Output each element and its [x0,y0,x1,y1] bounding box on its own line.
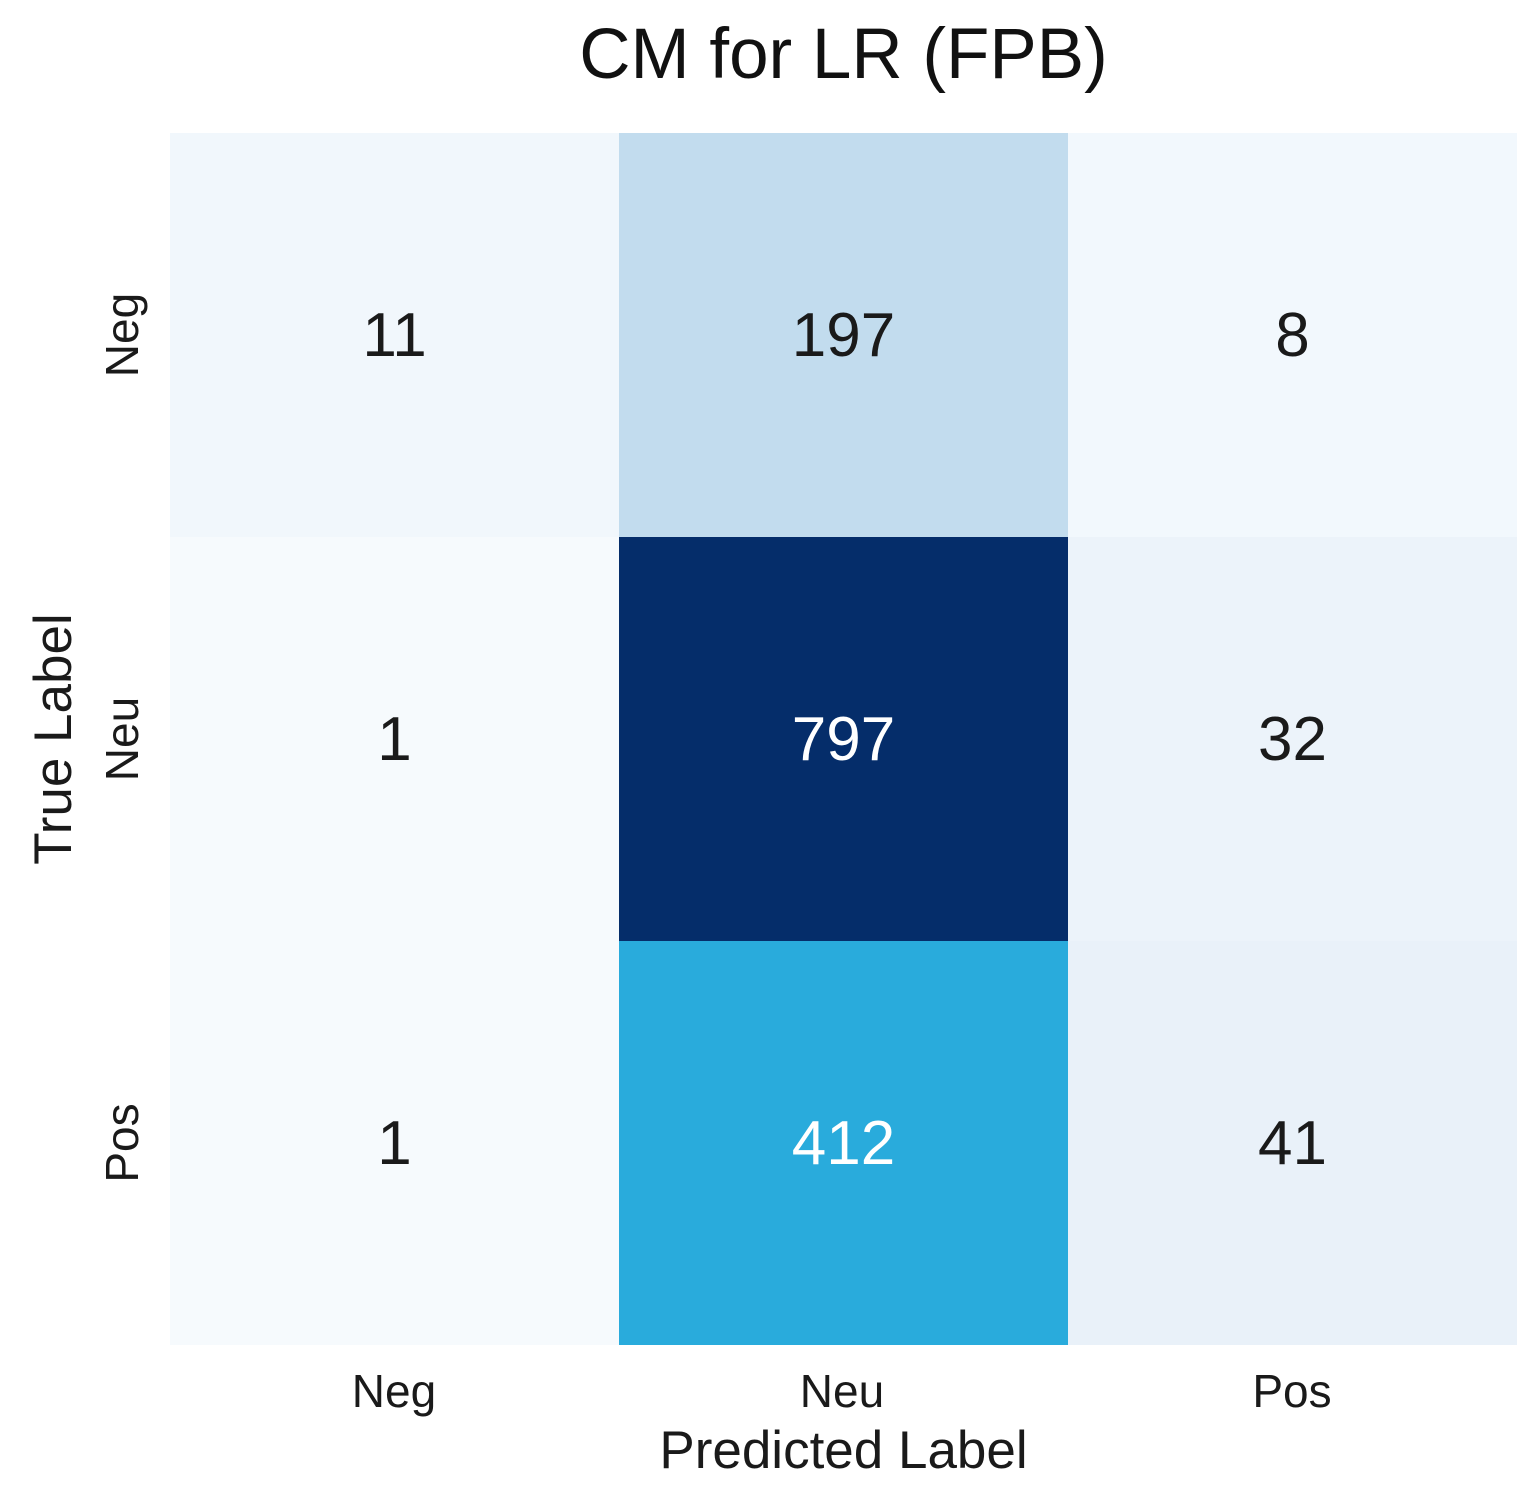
cell-value: 412 [791,1108,896,1178]
y-axis-label: True Label [23,613,83,865]
cell-value: 41 [1258,1108,1327,1178]
matrix-cell-pos-neg: 1 [170,941,619,1345]
cell-value: 32 [1258,704,1327,774]
matrix-cell-pos-neu: 412 [619,941,1068,1345]
cell-value: 8 [1275,300,1310,370]
x-tick-pos: Pos [1252,1365,1332,1417]
y-tick-pos: Pos [96,1103,148,1183]
matrix-cell-neg-neg: 11 [170,133,619,537]
y-tick-neu: Neu [96,696,148,782]
cell-value: 1 [377,704,412,774]
x-tick-neu: Neu [799,1365,885,1417]
matrix-cell-pos-pos: 41 [1068,941,1517,1345]
matrix-cell-neu-neg: 1 [170,537,619,941]
heatmap-grid: 11 197 8 1 797 32 1 412 41 [170,133,1517,1345]
cell-value: 197 [791,300,896,370]
matrix-cell-neu-neu: 797 [619,537,1068,941]
matrix-cell-neg-neu: 197 [619,133,1068,537]
cell-value: 1 [377,1108,412,1178]
matrix-cell-neg-pos: 8 [1068,133,1517,537]
x-axis-label: Predicted Label [659,1421,1028,1480]
cell-value: 797 [791,704,896,774]
chart-title: CM for LR (FPB) [579,15,1108,94]
matrix-cell-neu-pos: 32 [1068,537,1517,941]
x-tick-neg: Neg [351,1365,437,1417]
y-tick-neg: Neg [96,292,148,378]
cell-value: 11 [362,300,427,370]
